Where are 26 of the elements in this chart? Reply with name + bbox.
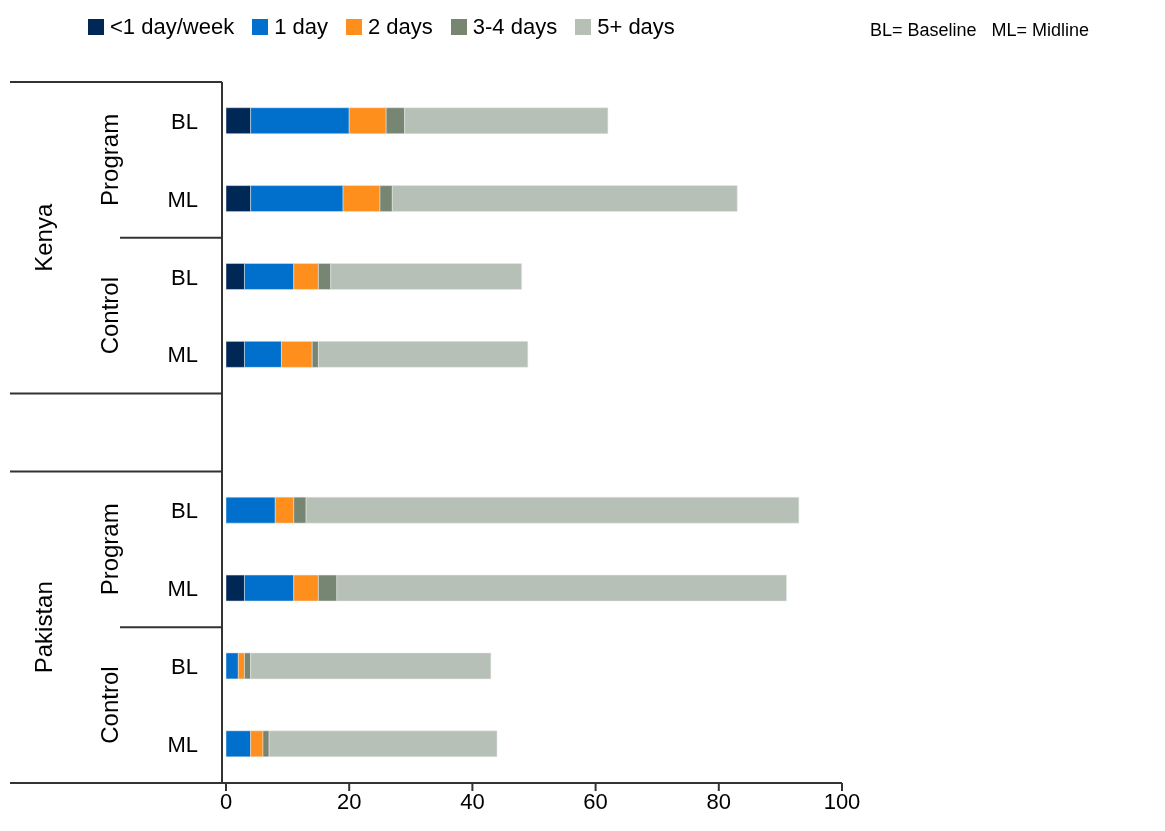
legend-label: 3-4 days — [472, 14, 558, 40]
legend-label: <1 day/week — [110, 14, 235, 40]
y-tick-label: ML — [167, 342, 198, 368]
legend-label: 2 days — [367, 14, 433, 40]
y-tick-label: ML — [167, 576, 198, 602]
x-tick-label: 100 — [823, 788, 861, 814]
x-tick-label: 80 — [706, 788, 732, 814]
text: Program — [96, 503, 123, 596]
y-tick-label: BL — [171, 108, 198, 134]
text: Kenya — [30, 203, 57, 272]
x-tick-label: 0 — [219, 788, 233, 814]
legend-label: 5+ days — [597, 14, 675, 40]
x-tick-label: 40 — [460, 788, 485, 814]
text: Pakistan — [30, 581, 57, 674]
x-tick-label: 60 — [583, 788, 608, 814]
y-tick-label: BL — [171, 653, 198, 679]
y-tick-label: ML — [167, 731, 198, 757]
legend-label: 1 day — [274, 14, 328, 40]
text: Program — [96, 113, 123, 206]
y-tick-label: ML — [167, 186, 198, 212]
x-tick-label: 20 — [336, 788, 362, 814]
y-tick-label: BL — [171, 264, 198, 290]
y-tick-label: BL — [171, 498, 198, 524]
text: BL= Baseline ML= Midline — [870, 20, 1090, 41]
text: Control — [96, 666, 123, 744]
text: Control — [96, 276, 123, 355]
